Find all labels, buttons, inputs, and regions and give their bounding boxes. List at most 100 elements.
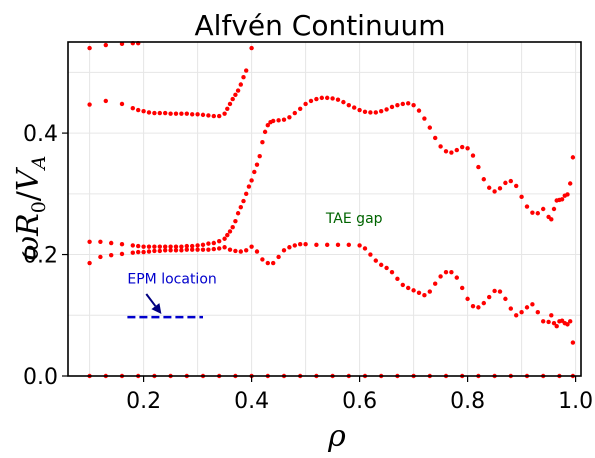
data-point <box>551 206 557 212</box>
data-point <box>535 211 540 216</box>
data-point <box>241 75 246 80</box>
data-point <box>200 247 206 252</box>
data-point <box>546 319 551 325</box>
data-point <box>217 238 222 244</box>
data-point <box>225 106 230 112</box>
x-axis-label: ρ <box>327 419 346 454</box>
epm-arrow <box>145 293 157 307</box>
data-point <box>314 96 319 102</box>
y-tick-label: 0.4 <box>23 122 58 147</box>
data-point <box>190 243 195 249</box>
data-point <box>265 260 270 266</box>
data-point <box>184 111 189 116</box>
epm-arrow-head <box>151 303 162 315</box>
data-point <box>422 293 427 298</box>
data-point <box>298 106 303 112</box>
data-point <box>341 99 346 105</box>
data-point <box>130 250 135 255</box>
data-point <box>357 243 362 248</box>
data-point <box>168 244 173 249</box>
data-point <box>443 269 449 275</box>
data-point <box>508 178 513 184</box>
data-point <box>163 248 168 253</box>
data-point <box>195 112 200 117</box>
data-point <box>222 111 227 116</box>
plot-frame <box>67 41 582 377</box>
data-point <box>87 45 92 51</box>
data-point <box>411 102 416 108</box>
data-point <box>265 122 270 128</box>
x-tick-label: 0.8 <box>450 389 485 414</box>
data-point <box>249 244 254 249</box>
x-tick-label: 0.4 <box>234 389 269 414</box>
data-point <box>368 110 373 115</box>
data-point <box>246 184 252 189</box>
data-point <box>384 107 389 112</box>
data-point <box>422 116 427 121</box>
data-point <box>157 248 162 254</box>
y-tick-label: 0.0 <box>23 365 58 390</box>
data-point <box>465 296 470 302</box>
data-point <box>487 185 492 190</box>
data-point <box>109 240 114 246</box>
data-point <box>168 248 173 253</box>
data-point <box>238 82 243 87</box>
data-point <box>249 45 254 51</box>
data-point <box>357 107 362 113</box>
data-point <box>476 164 481 170</box>
data-point <box>481 300 486 306</box>
data-point <box>109 252 114 258</box>
data-point <box>362 109 368 115</box>
data-point <box>443 149 449 154</box>
data-point <box>433 281 438 286</box>
data-point <box>465 146 470 151</box>
data-point <box>87 260 92 266</box>
data-point <box>460 285 465 291</box>
data-point <box>503 180 508 186</box>
data-point <box>87 239 92 244</box>
data-point <box>565 192 570 197</box>
data-point <box>98 239 103 244</box>
data-point <box>211 246 216 252</box>
data-point <box>384 265 389 271</box>
data-point <box>103 98 109 104</box>
x-tick-label: 0.6 <box>342 389 377 414</box>
data-point <box>152 248 157 254</box>
data-point <box>206 113 211 118</box>
data-point <box>549 217 554 222</box>
data-point <box>519 194 524 200</box>
data-point <box>168 111 173 116</box>
data-point <box>173 111 179 116</box>
data-point <box>508 306 513 311</box>
data-point <box>368 252 373 257</box>
data-point <box>416 290 422 296</box>
data-point <box>206 241 211 246</box>
data-point <box>257 153 262 159</box>
data-point <box>492 288 497 294</box>
data-point <box>373 258 378 263</box>
data-point <box>411 288 416 293</box>
epm-location-label: EPM location <box>127 272 216 288</box>
data-point <box>335 97 341 102</box>
y-axis-ticks: 0.0 0.2 0.4 <box>23 122 68 390</box>
data-point <box>163 110 168 116</box>
data-point <box>222 245 227 250</box>
data-point <box>570 340 576 345</box>
data-point <box>454 147 459 153</box>
data-point <box>454 275 459 280</box>
data-point <box>395 102 400 108</box>
data-point <box>416 108 422 113</box>
data-point <box>549 313 554 318</box>
x-tick-label: 1.0 <box>558 389 593 414</box>
data-point <box>352 105 357 110</box>
chart-title: Alfvén Continuum <box>195 9 446 42</box>
data-point <box>281 248 287 253</box>
data-point <box>200 242 206 248</box>
data-point <box>152 110 157 116</box>
data-point <box>200 112 206 118</box>
data-point <box>541 206 546 212</box>
data-point <box>254 162 260 167</box>
data-point <box>346 242 351 248</box>
data-point <box>230 225 235 230</box>
